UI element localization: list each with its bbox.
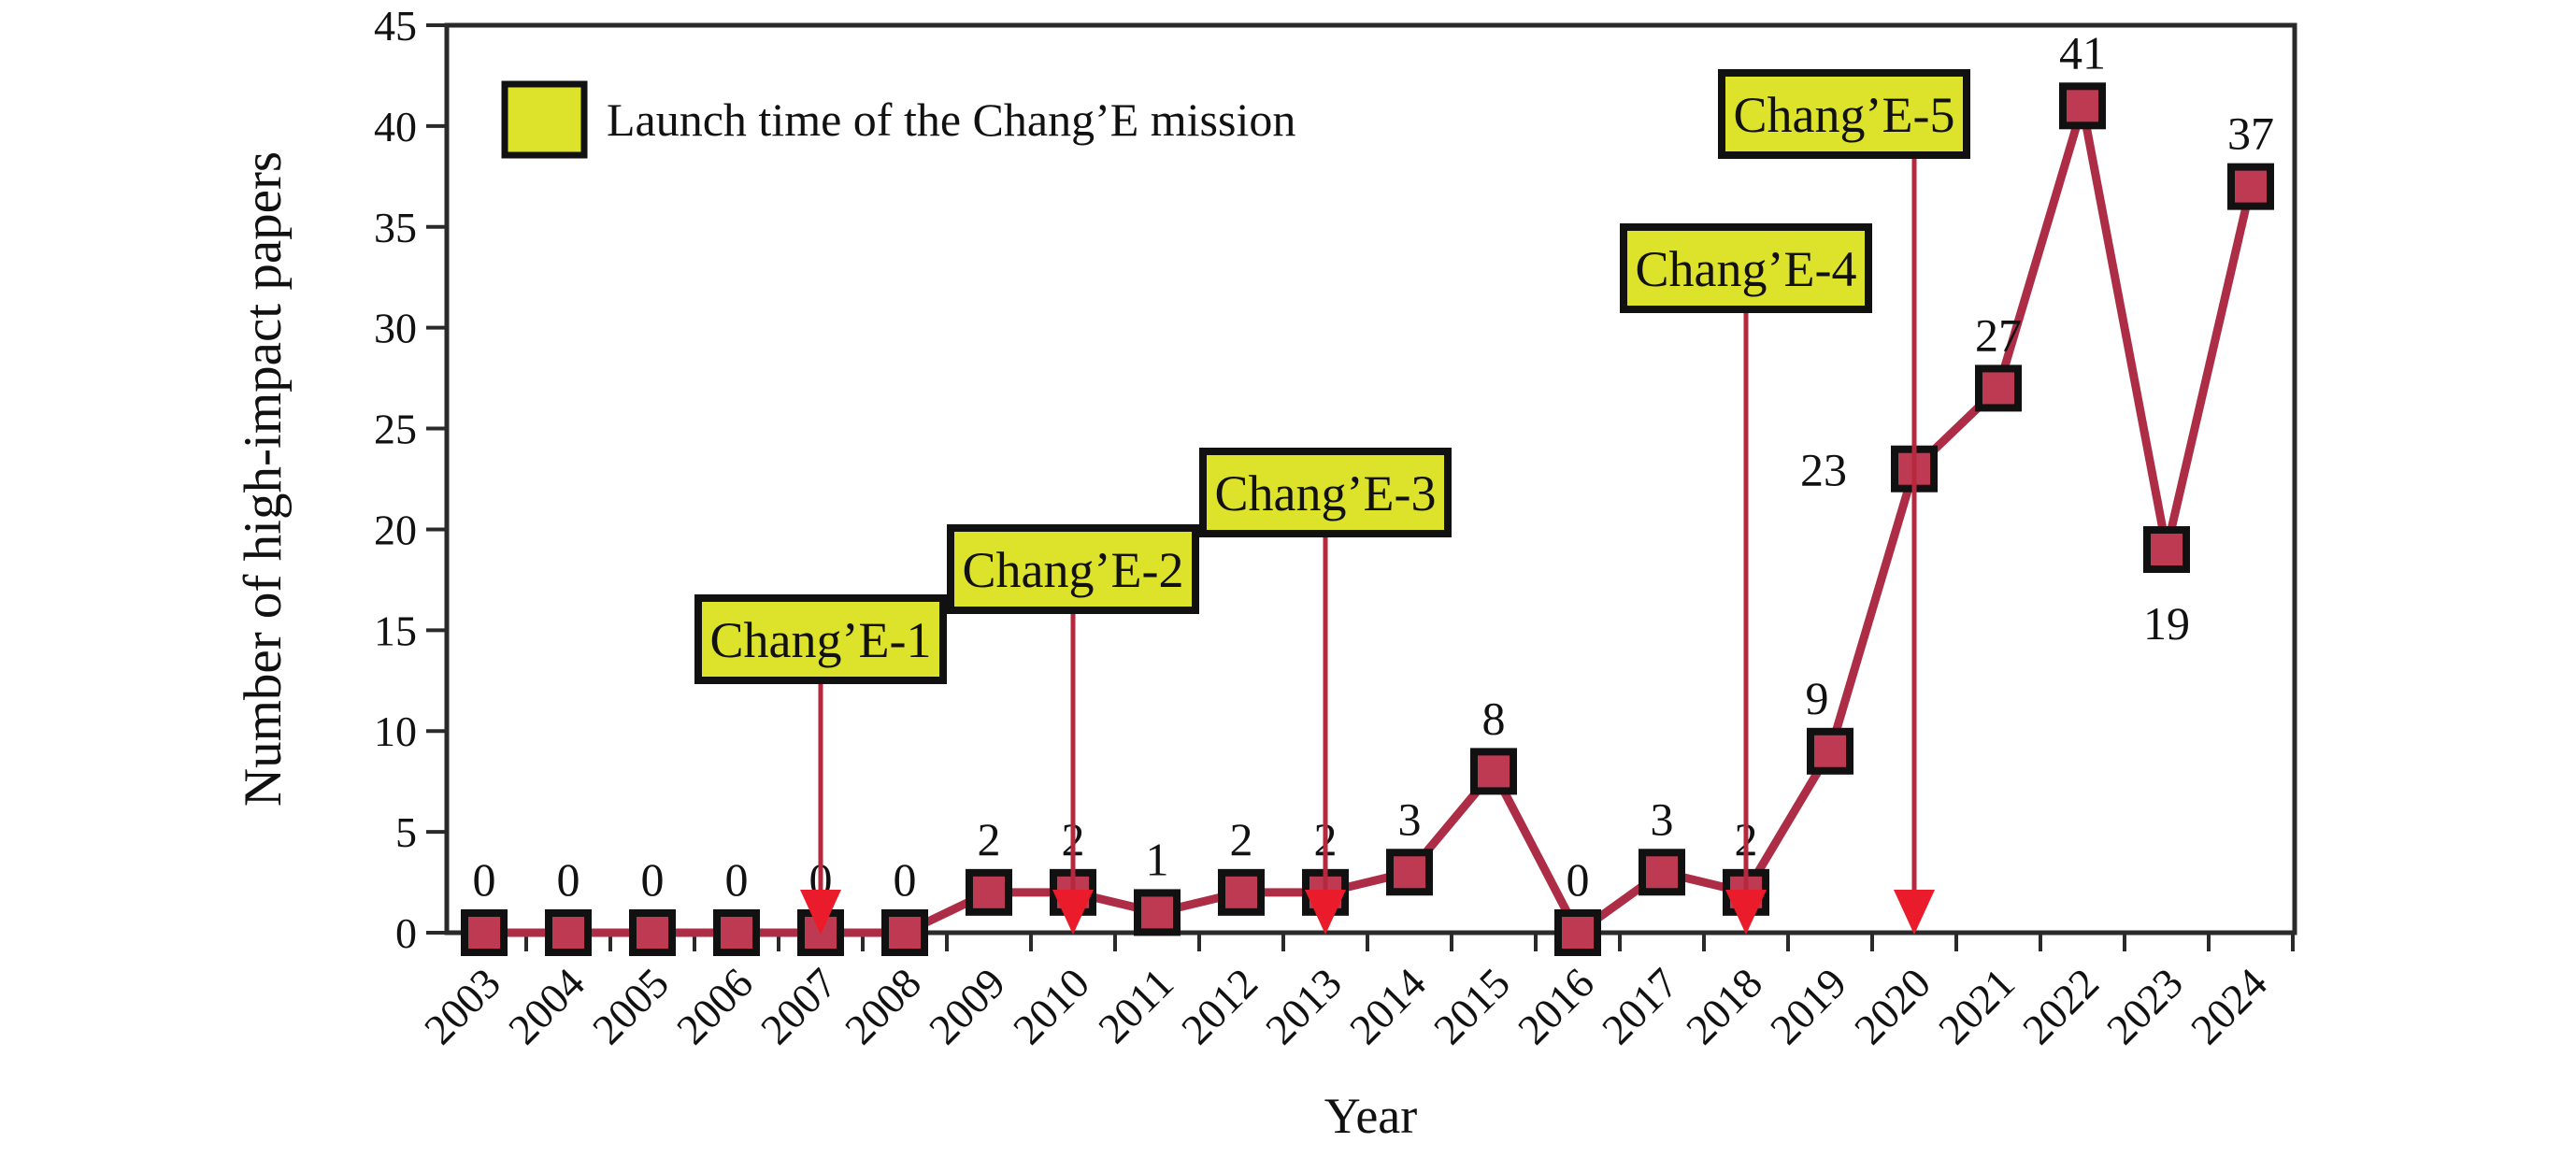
x-axis-year-label: 2007 xyxy=(751,959,846,1053)
mission-label-2013: Chang’E-3 xyxy=(1215,465,1437,521)
value-label-2021: 27 xyxy=(1975,308,2022,361)
data-point-marker-2017 xyxy=(1639,849,1685,896)
launch-arrow-head-2010 xyxy=(1052,890,1094,935)
value-label-2017: 3 xyxy=(1651,793,1674,845)
value-label-2012: 2 xyxy=(1230,813,1253,865)
data-point-marker-2015 xyxy=(1470,748,1517,795)
mission-label-box-2018 xyxy=(1620,223,1872,313)
x-axis-year-label: 2013 xyxy=(1256,959,1351,1053)
y-axis-tick-label: 40 xyxy=(374,103,417,150)
data-point-marker-2024 xyxy=(2227,163,2274,210)
value-label-2006: 0 xyxy=(725,853,749,906)
value-label-2020: 23 xyxy=(1800,444,1847,496)
mission-label-2007: Chang’E-1 xyxy=(710,612,932,668)
y-axis-tick-label: 10 xyxy=(374,707,417,755)
mission-label-box-2013 xyxy=(1199,448,1452,537)
value-label-2014: 3 xyxy=(1398,793,1422,845)
y-axis: 0 5 10 15 20 25 30 35 40 45 xyxy=(374,2,447,957)
value-label-2024: 37 xyxy=(2227,107,2274,160)
y-axis-tick-label: 15 xyxy=(374,607,417,654)
data-point-marker-2022 xyxy=(2059,82,2106,130)
x-axis-year-label: 2017 xyxy=(1593,959,1687,1053)
launch-arrow-head-2020 xyxy=(1894,890,1935,935)
x-axis-year-label: 2012 xyxy=(1172,959,1267,1053)
x-axis-year-label: 2003 xyxy=(415,959,509,1053)
x-axis-year-label: 2011 xyxy=(1089,959,1182,1052)
x-axis-year-label: 2018 xyxy=(1677,959,1771,1053)
legend: Launch time of the Chang’E mission xyxy=(501,80,1295,159)
data-point-marker-2005 xyxy=(629,909,676,956)
x-axis-year-label: 2014 xyxy=(1340,959,1435,1053)
mission-label-box-2010 xyxy=(947,524,1199,614)
data-point-marker-2012 xyxy=(1218,868,1265,916)
y-axis-tick-label: 0 xyxy=(395,909,417,957)
x-axis-year-label: 2019 xyxy=(1761,959,1855,1053)
mission-label-2018: Chang’E-4 xyxy=(1636,241,1857,297)
data-point-marker-2003 xyxy=(461,909,508,956)
x-axis-title: Year xyxy=(1324,1088,1418,1144)
mission-label-box-2020 xyxy=(1718,69,1970,159)
x-axis-year-label: 2009 xyxy=(920,959,1014,1053)
data-line xyxy=(484,101,2255,937)
value-label-2005: 0 xyxy=(641,853,665,906)
x-axis-year-label: 2016 xyxy=(1509,959,1603,1053)
value-label-2009: 2 xyxy=(978,813,1001,865)
x-axis-year-label: 2004 xyxy=(499,959,594,1053)
mission-annotations: Chang’E-1 Chang’E-2 Chang’E-3 Chang’E-4 Chan… xyxy=(694,69,1970,935)
data-point-marker-2004 xyxy=(545,909,592,956)
data-point-marker-2016 xyxy=(1554,909,1601,956)
data-point-marker-2014 xyxy=(1386,849,1433,896)
x-axis-year-label: 2008 xyxy=(836,959,930,1053)
x-axis-year-label: 2021 xyxy=(1929,959,2024,1053)
data-point-marker-2021 xyxy=(1975,364,2022,412)
x-axis-year-label: 2023 xyxy=(2097,959,2192,1053)
y-axis-tick-label: 25 xyxy=(374,406,417,453)
value-label-2019: 9 xyxy=(1806,672,1829,724)
x-axis-year-label: 2022 xyxy=(2013,959,2108,1053)
x-axis-year-label: 2020 xyxy=(1845,959,1939,1053)
launch-arrow-head-2007 xyxy=(800,890,841,935)
launch-arrow-head-2018 xyxy=(1725,890,1767,935)
value-label-2004: 0 xyxy=(557,853,580,906)
mission-label-2020: Chang’E-5 xyxy=(1734,87,1955,143)
value-label-2022: 41 xyxy=(2059,26,2106,79)
mission-label-2010: Chang’E-2 xyxy=(963,542,1184,598)
y-axis-tick-label: 35 xyxy=(374,204,417,251)
data-point-marker-2019 xyxy=(1807,727,1853,775)
x-axis-year-label: 2015 xyxy=(1424,959,1519,1053)
value-label-2023: 19 xyxy=(2143,597,2190,650)
mission-label-box-2007 xyxy=(694,594,947,684)
x-axis: 2003200420052006200720082009201020112012… xyxy=(415,933,2295,1053)
value-label-2011: 1 xyxy=(1146,833,1169,885)
legend-swatch xyxy=(501,80,588,159)
value-label-2015: 8 xyxy=(1482,692,1506,744)
y-axis-tick-label: 5 xyxy=(395,808,417,856)
y-axis-tick-label: 20 xyxy=(374,506,417,553)
data-point-marker-2011 xyxy=(1134,889,1181,936)
data-point-marker-2008 xyxy=(881,909,928,956)
y-axis-title: Number of high-impact papers xyxy=(234,151,293,807)
y-axis-tick-label: 30 xyxy=(374,305,417,352)
data-point-marker-2023 xyxy=(2143,526,2190,574)
legend-label: Launch time of the Chang’E mission xyxy=(607,93,1295,146)
launch-arrow-head-2013 xyxy=(1305,890,1346,935)
value-label-2016: 0 xyxy=(1567,853,1590,906)
data-point-marker-2006 xyxy=(713,909,760,956)
y-axis-tick-label: 45 xyxy=(374,2,417,50)
x-axis-year-label: 2024 xyxy=(2182,959,2276,1053)
value-label-2008: 0 xyxy=(894,853,917,906)
x-axis-year-label: 2005 xyxy=(583,959,678,1053)
value-label-2003: 0 xyxy=(473,853,496,906)
x-axis-year-label: 2010 xyxy=(1004,959,1098,1053)
x-axis-year-label: 2006 xyxy=(667,959,762,1053)
data-point-marker-2009 xyxy=(966,868,1012,916)
